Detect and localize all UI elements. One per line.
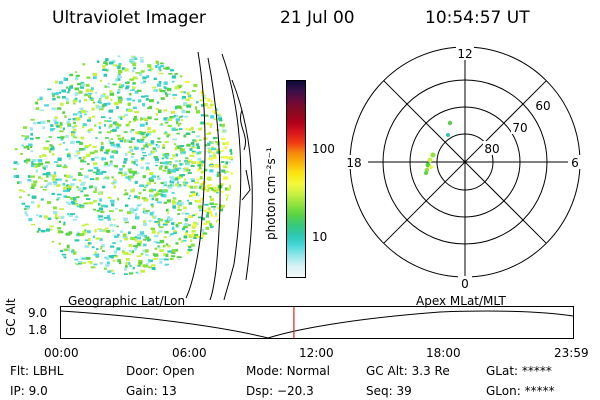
seq-label: Seq: — [366, 384, 393, 398]
colorbar-tick-100: 100 — [312, 142, 335, 156]
mlt-label-6: 6 — [571, 156, 579, 170]
mode-label: Mode: — [246, 364, 283, 378]
dsp-label: Dsp: — [246, 384, 274, 398]
geographic-uv-image — [13, 51, 253, 300]
timeline-x-tick-0000: 00:00 — [44, 346, 79, 360]
ip-field: IP: 9.0 — [10, 384, 48, 398]
colorbar-tick-10: 10 — [312, 230, 328, 244]
instrument-title: Ultraviolet Imager — [52, 8, 206, 28]
ip-value: 9.0 — [28, 384, 48, 398]
glat-label: GLat: — [486, 364, 519, 378]
mlt-label-12: 12 — [457, 47, 472, 61]
altitude-timeline — [60, 306, 574, 339]
timeline-x-tick-0600: 06:00 — [172, 346, 207, 360]
timeline-right-label: Apex MLat/MLT — [416, 294, 506, 308]
gain-label: Gain: — [126, 384, 158, 398]
dsp-value: −20.3 — [276, 384, 314, 398]
filter-label: Flt: — [10, 364, 29, 378]
gcalt-value: 3.3 Re — [411, 364, 450, 378]
observation-time: 10:54:57 UT — [425, 8, 530, 28]
colorbar-unit-label: photon cm⁻²s⁻¹ — [264, 147, 278, 240]
timeline-y-tick-1.8: 1.8 — [28, 323, 48, 337]
mlt-label-18: 18 — [346, 156, 361, 170]
gcalt-label: GC Alt: — [366, 364, 408, 378]
mlat-label-70: 70 — [512, 121, 527, 135]
gain-field: Gain: 13 — [126, 384, 177, 398]
timeline-y-tick-9: 9.0 — [28, 306, 48, 320]
meridian-diag-2 — [383, 80, 547, 244]
glat-field: GLat: ***** — [486, 364, 552, 378]
glon-value: ***** — [524, 384, 555, 398]
gain-value: 13 — [161, 384, 177, 398]
observation-date: 21 Jul 00 — [280, 8, 355, 28]
dsp-field: Dsp: −20.3 — [246, 384, 314, 398]
door-label: Door: — [126, 364, 159, 378]
glon-field: GLon: ***** — [486, 384, 555, 398]
auroral-emission-points — [424, 120, 453, 175]
timeline-frame — [60, 306, 574, 339]
seq-field: Seq: 39 — [366, 384, 412, 398]
timeline-x-tick-1200: 12:00 — [299, 346, 334, 360]
seq-value: 39 — [396, 384, 412, 398]
door-value: Open — [162, 364, 195, 378]
polar-mlt-plot: 12 18 6 0 60 70 80 — [346, 46, 582, 290]
mode-value: Normal — [286, 364, 330, 378]
ip-label: IP: — [10, 384, 25, 398]
timeline-x-tick-1800: 18:00 — [426, 346, 461, 360]
intensity-colorbar — [286, 80, 306, 278]
door-field: Door: Open — [126, 364, 195, 378]
mlat-label-80: 80 — [484, 142, 499, 156]
filter-field: Flt: LBHL — [10, 364, 63, 378]
mlat-label-60: 60 — [535, 99, 550, 113]
timeline-left-label: Geographic Lat/Lon — [68, 294, 186, 308]
timeline-x-tick-2359: 23:59 — [554, 346, 589, 360]
mlt-label-0: 0 — [461, 277, 469, 290]
filter-value: LBHL — [32, 364, 64, 378]
glon-label: GLon: — [486, 384, 521, 398]
coastline-lines — [185, 51, 253, 300]
gcalt-field: GC Alt: 3.3 Re — [366, 364, 450, 378]
mode-field: Mode: Normal — [246, 364, 330, 378]
glat-value: ***** — [521, 364, 552, 378]
altitude-curve — [60, 310, 574, 339]
timeline-axis-title: GC Alt — [4, 298, 18, 336]
